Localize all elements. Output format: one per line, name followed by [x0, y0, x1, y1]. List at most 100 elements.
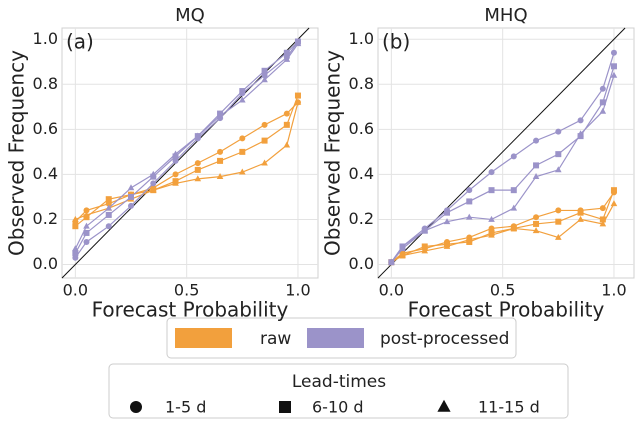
data-point	[217, 148, 224, 155]
data-point	[610, 200, 618, 207]
y-tick-label: 0.8	[349, 74, 374, 93]
data-point	[577, 209, 584, 216]
data-point	[72, 215, 79, 222]
data-point	[172, 171, 179, 178]
data-point	[149, 170, 157, 177]
panel-label: (a)	[66, 30, 94, 54]
data-point	[466, 187, 473, 194]
data-point	[610, 187, 617, 194]
data-point	[443, 242, 451, 249]
data-point	[599, 205, 606, 212]
y-tick-label: 0.0	[33, 254, 58, 273]
y-tick-label: 0.2	[33, 209, 58, 228]
data-point	[128, 193, 135, 200]
lead-time-label: 6-10 d	[312, 398, 364, 417]
data-point	[610, 71, 618, 78]
data-point	[283, 121, 290, 128]
y-tick-label: 0.2	[349, 209, 374, 228]
series-line	[75, 102, 299, 220]
data-point	[72, 254, 79, 261]
data-point	[421, 227, 429, 234]
series-line	[390, 192, 615, 263]
x-tick-label: 0.5	[174, 281, 199, 300]
x-axis-label: Forecast Probability	[92, 298, 289, 322]
data-point	[465, 213, 473, 220]
data-point	[555, 218, 562, 225]
series-line	[74, 41, 299, 254]
data-point	[399, 245, 406, 252]
data-point	[443, 218, 451, 225]
data-point	[533, 214, 540, 221]
reference-diagonal	[377, 27, 626, 279]
x-axis-label: Forecast Probability	[408, 298, 605, 322]
panel-label: (b)	[382, 30, 410, 54]
data-point	[488, 225, 495, 232]
data-point	[533, 220, 540, 227]
data-point	[261, 121, 268, 128]
data-point	[105, 223, 112, 230]
series-line	[391, 203, 615, 263]
data-point	[216, 173, 224, 180]
data-point	[599, 99, 606, 106]
data-point	[283, 49, 290, 56]
data-point	[83, 238, 90, 245]
lead-time-label: 1-5 d	[165, 398, 206, 417]
data-point	[533, 162, 540, 169]
data-point	[83, 229, 90, 236]
data-point	[599, 220, 607, 227]
legend-swatch	[307, 328, 364, 348]
data-point	[239, 96, 246, 103]
series-line	[74, 101, 299, 223]
lead-time-marker	[437, 399, 451, 412]
reference-diagonal	[61, 27, 310, 279]
data-point	[83, 222, 90, 229]
lead-time-marker	[130, 401, 142, 413]
data-point	[399, 251, 406, 258]
data-point	[283, 55, 291, 62]
data-point	[510, 224, 518, 231]
data-point	[283, 110, 290, 117]
y-tick-label: 0.4	[33, 164, 58, 183]
data-point	[172, 179, 179, 186]
data-point	[488, 231, 495, 238]
data-point	[216, 112, 224, 119]
lead-time-marker	[279, 401, 291, 413]
series-line	[74, 41, 299, 259]
data-point	[150, 180, 157, 187]
data-point	[555, 166, 562, 173]
data-point	[421, 247, 429, 254]
legend-label: post-processed	[380, 329, 509, 349]
data-point	[510, 204, 518, 211]
data-point	[72, 250, 79, 257]
data-point	[83, 207, 90, 214]
x-tick-label: 0.0	[379, 281, 404, 300]
data-point	[294, 98, 302, 105]
data-point	[555, 128, 562, 135]
data-point	[488, 215, 495, 222]
lead-times-title: Lead-times	[292, 372, 386, 392]
data-point	[105, 200, 112, 207]
data-point	[105, 204, 113, 211]
data-point	[533, 137, 540, 144]
y-tick-label: 0.6	[349, 119, 374, 138]
data-point	[217, 157, 224, 164]
y-tick-label: 0.0	[349, 254, 374, 273]
data-point	[72, 245, 79, 252]
data-point	[294, 92, 301, 99]
data-point	[466, 198, 473, 205]
data-point	[488, 169, 495, 176]
data-point	[105, 196, 112, 203]
y-tick-label: 0.4	[349, 164, 374, 183]
data-point	[577, 215, 584, 222]
y-tick-label: 0.6	[33, 119, 58, 138]
data-point	[172, 150, 179, 157]
data-point	[239, 88, 246, 95]
data-point	[283, 141, 291, 148]
x-tick-label: 1.0	[285, 281, 310, 300]
y-axis-label: Observed Frequency	[5, 50, 29, 256]
data-point	[532, 173, 540, 180]
data-point	[599, 85, 606, 92]
data-point	[261, 76, 268, 83]
data-point	[577, 117, 584, 124]
